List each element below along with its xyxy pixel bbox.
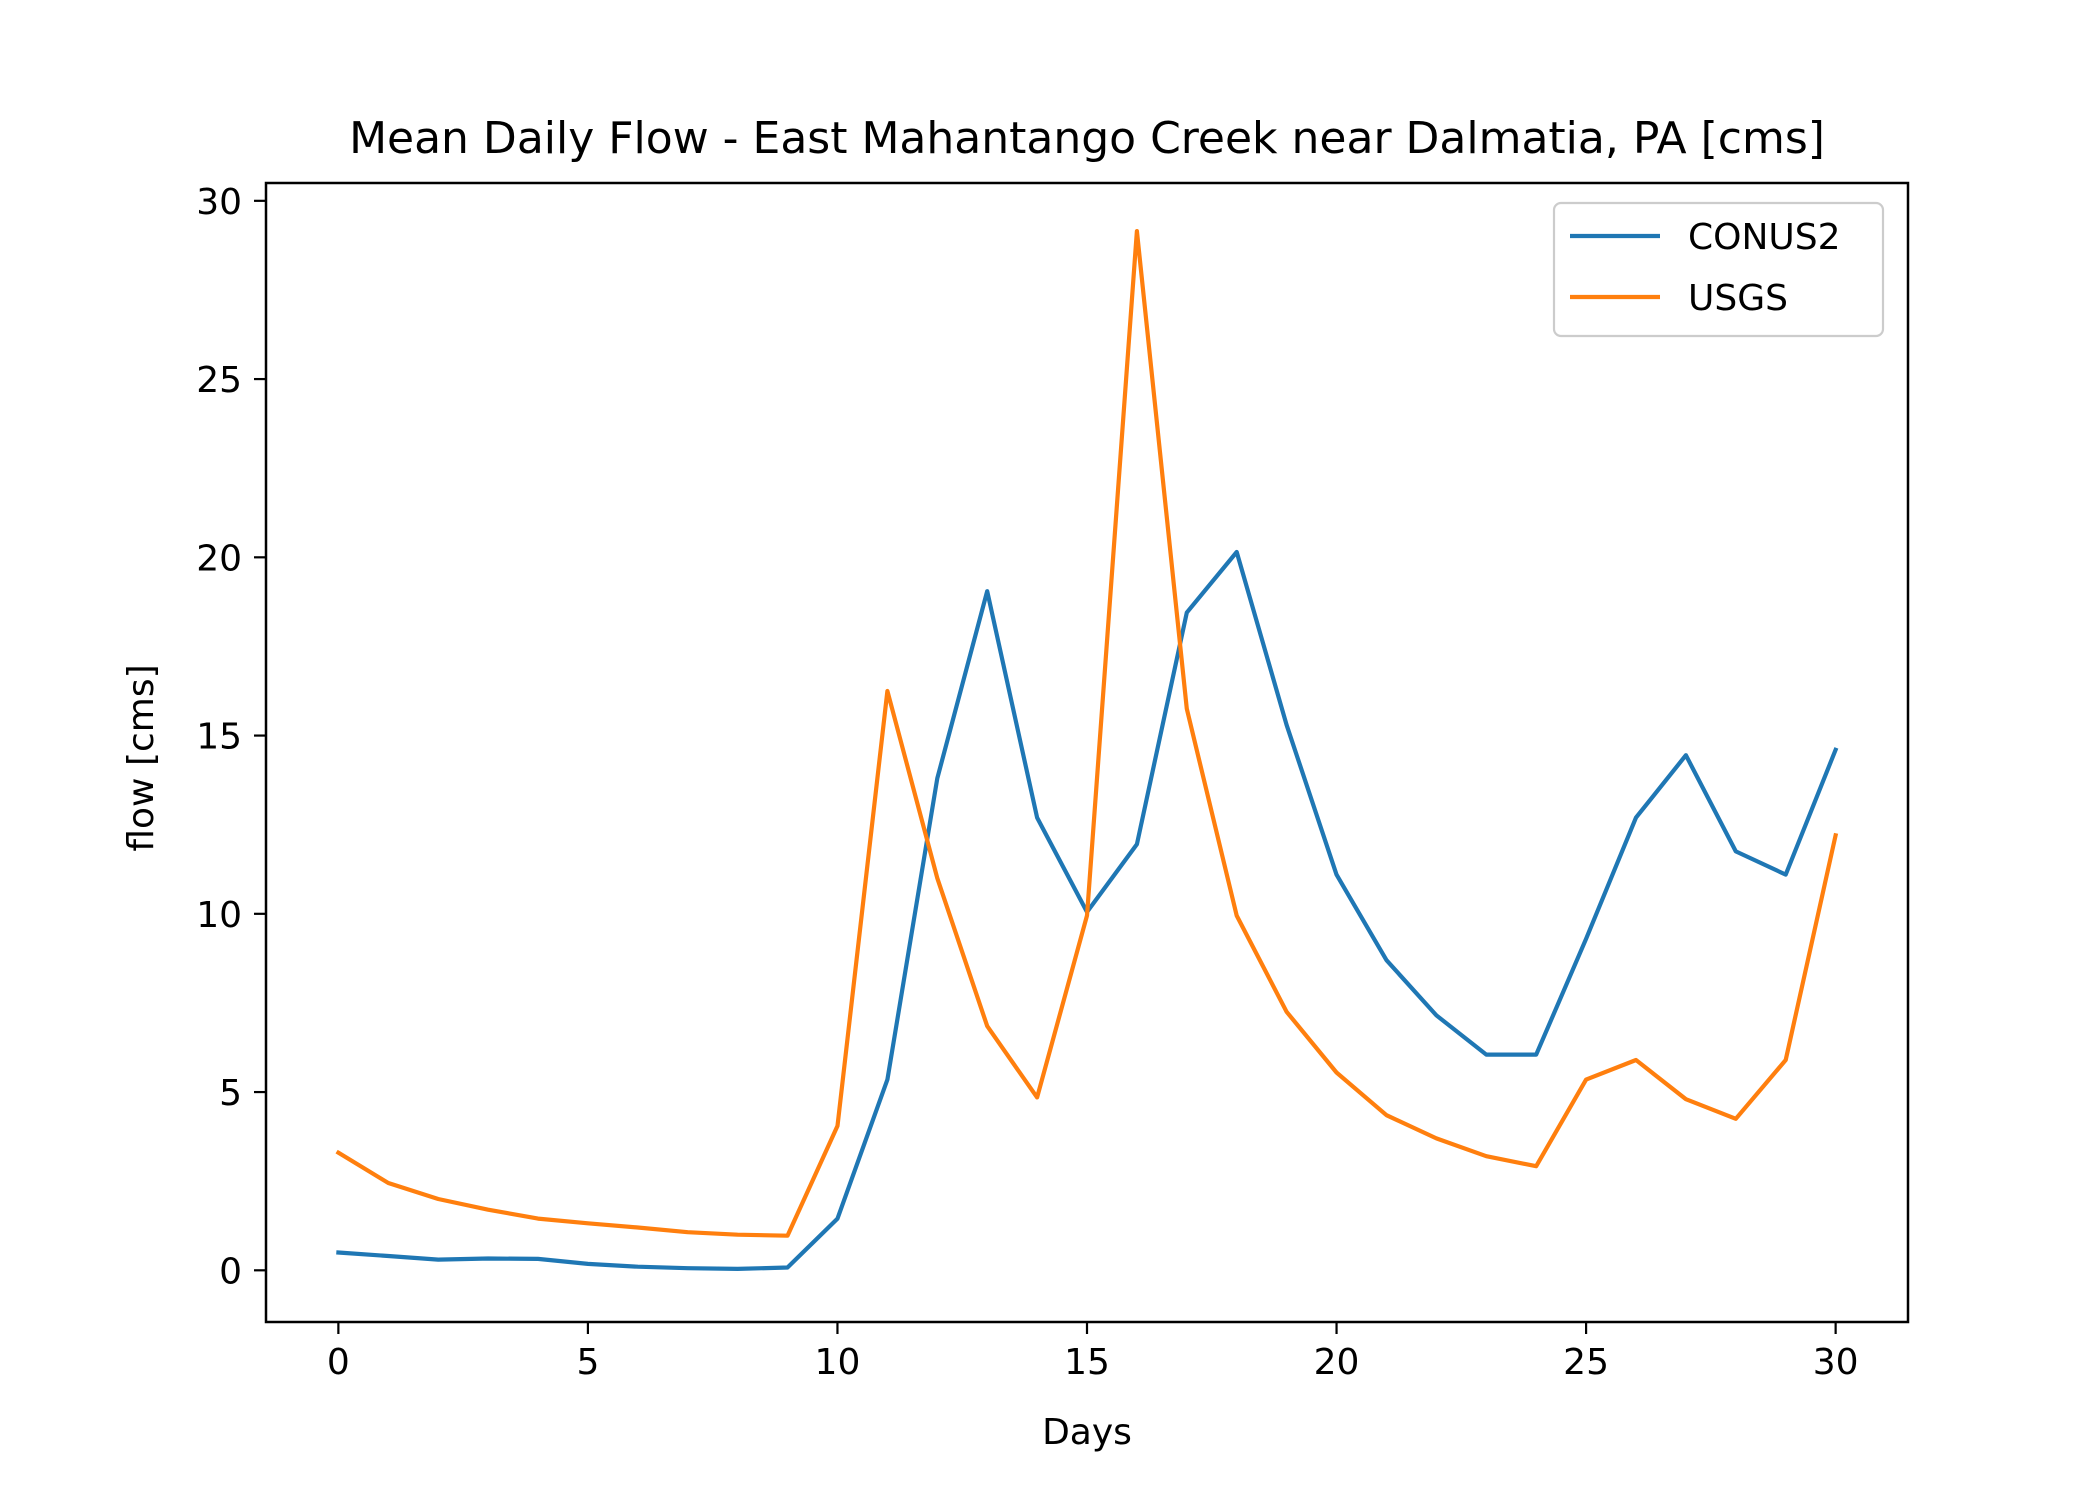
legend-label: CONUS2 [1688, 217, 1841, 258]
chart-title: Mean Daily Flow - East Mahantango Creek … [349, 113, 1825, 164]
y-tick-label: 0 [219, 1251, 242, 1292]
series-line-usgs [335, 229, 1839, 1238]
x-axis-label: Days [1042, 1412, 1132, 1453]
plot-area: 0 5 10 15 20 25 30 0 5 10 15 20 25 30 CONUS2 USGS [196, 181, 1910, 1383]
x-tick-label: 30 [1813, 1342, 1859, 1383]
legend: CONUS2 USGS [1552, 201, 1885, 338]
x-tick-label: 20 [1314, 1342, 1360, 1383]
x-tick-label: 5 [576, 1342, 599, 1383]
y-tick-label: 25 [196, 360, 242, 401]
legend-label: USGS [1688, 278, 1788, 319]
x-tick-label: 15 [1064, 1342, 1110, 1383]
x-tick-label: 25 [1563, 1342, 1609, 1383]
y-axis-label: flow [cms] [121, 664, 162, 851]
y-tick-label: 20 [196, 538, 242, 579]
y-tick-label: 30 [196, 182, 242, 223]
y-tick-label: 15 [196, 717, 242, 758]
y-tick-label: 10 [196, 895, 242, 936]
x-tick-label: 0 [327, 1342, 350, 1383]
legend-item-conus2: CONUS2 [1570, 217, 1841, 258]
y-tick-label: 5 [219, 1073, 242, 1114]
x-tick-label: 10 [815, 1342, 861, 1383]
legend-item-usgs: USGS [1570, 278, 1788, 319]
